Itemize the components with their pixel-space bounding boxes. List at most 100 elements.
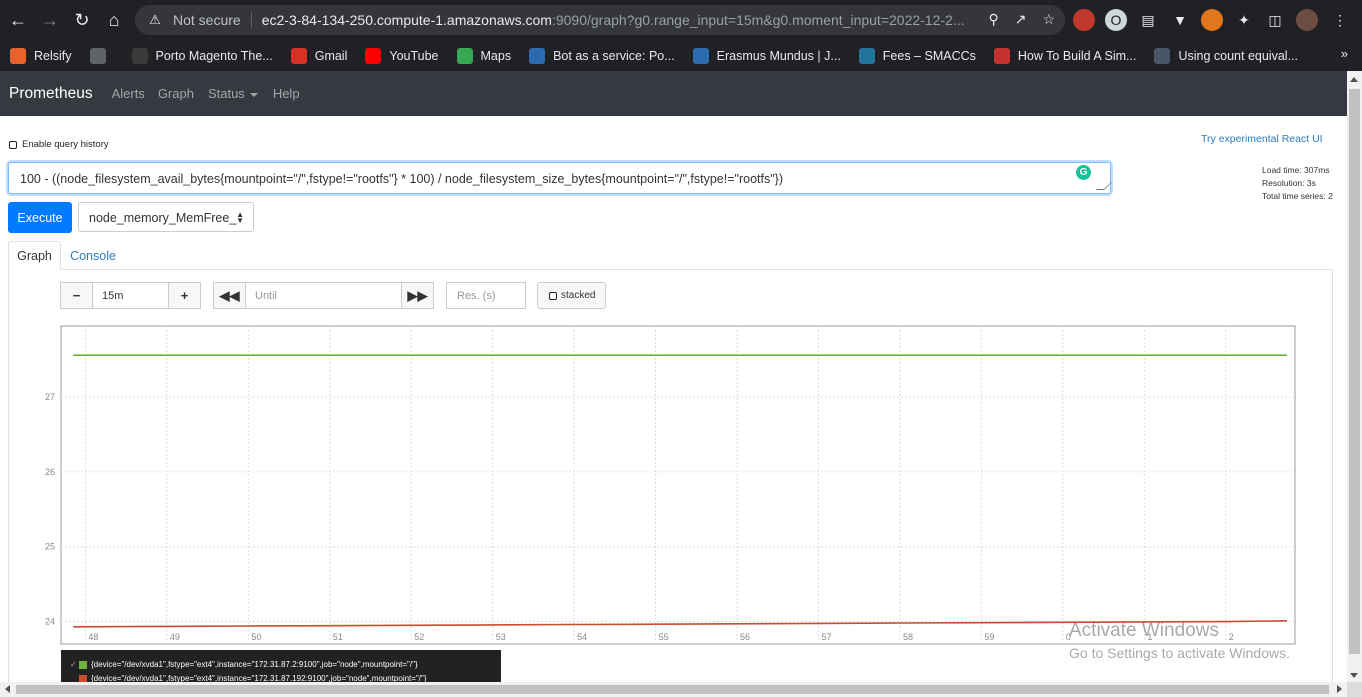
bookmarks-bar: Relsify Porto Magento The... Gmail YouTube M… xyxy=(0,40,1362,71)
browser-chrome: ← → ↻ ⌂ ⚠ Not secure ec2-3-84-134-250.co… xyxy=(0,0,1362,71)
home-icon[interactable]: ⌂ xyxy=(108,9,120,30)
scrollbar-corner xyxy=(1347,682,1362,697)
bookmark-label: Fees – SMACCs xyxy=(882,48,976,63)
extension-o-icon[interactable]: O xyxy=(1105,9,1127,31)
scroll-down-icon[interactable] xyxy=(1350,673,1358,678)
x-tick-label: 2 xyxy=(1229,632,1234,642)
time-forward-button[interactable]: ▶▶ xyxy=(402,283,433,308)
query-input[interactable]: 100 - ((node_filesystem_avail_bytes{moun… xyxy=(8,162,1111,194)
legend-swatch xyxy=(79,674,87,682)
bookmark-label: Relsify xyxy=(34,48,72,63)
bookmark-item[interactable] xyxy=(89,47,114,64)
resolution: Resolution: 3s xyxy=(1262,178,1316,188)
tab-graph[interactable]: Graph xyxy=(8,241,61,270)
star-icon[interactable]: ☆ xyxy=(1042,11,1055,27)
gmail-icon xyxy=(290,47,307,64)
bookmark-item[interactable]: YouTube xyxy=(365,47,439,64)
scroll-right-icon[interactable] xyxy=(1337,685,1342,693)
legend: ✓ {device="/dev/xvda1",fstype="ext4",ins… xyxy=(61,650,501,682)
stacked-label: stacked xyxy=(561,290,596,301)
horizontal-scrollbar[interactable] xyxy=(0,682,1347,697)
puzzle-extensions-icon[interactable]: ✦ xyxy=(1238,11,1250,28)
address-bar[interactable]: ⚠ Not secure ec2-3-84-134-250.compute-1.… xyxy=(135,5,1065,35)
legend-item[interactable]: {device="/dev/xvda1",fstype="ext4",insta… xyxy=(79,674,501,682)
range-decrease-button[interactable]: − xyxy=(61,283,92,308)
vertical-scrollbar[interactable] xyxy=(1347,71,1362,682)
metric-select[interactable]: node_memory_MemFree_ ▲ ▼ xyxy=(78,202,254,232)
nav-help[interactable]: Help xyxy=(272,86,300,101)
hscroll-thumb[interactable] xyxy=(16,685,1329,694)
range-input[interactable]: 15m xyxy=(92,283,169,308)
nav-graph[interactable]: Graph xyxy=(157,86,194,101)
bookmark-label: Bot as a service: Po... xyxy=(553,48,675,63)
until-input[interactable]: Until xyxy=(245,283,402,308)
range-control: − 15m + xyxy=(60,282,201,309)
bookmark-item[interactable]: Fees – SMACCs xyxy=(858,47,976,64)
omnibox-divider xyxy=(250,12,252,28)
legend-label: {device="/dev/xvda1",fstype="ext4",insta… xyxy=(91,660,418,669)
legend-label: {device="/dev/xvda1",fstype="ext4",insta… xyxy=(91,674,427,682)
grammarly-icon[interactable]: G xyxy=(1076,165,1091,180)
y-tick-label: 26 xyxy=(45,467,55,477)
nav-status[interactable]: Status xyxy=(208,86,258,101)
resolution-input[interactable]: Res. (s) xyxy=(446,282,526,309)
graph-chart: 48 49 50 51 52 53 54 55 56 57 58 59 0 1 2 24 25 26 27 xyxy=(45,325,1296,645)
chevron-down-icon xyxy=(249,92,258,97)
url-host: ec2-3-84-134-250.compute-1.amazonaws.com xyxy=(261,12,552,28)
enable-query-history[interactable]: Enable query history xyxy=(9,139,109,150)
more-bookmarks-icon[interactable]: » xyxy=(1340,46,1348,61)
maps-icon xyxy=(456,47,473,64)
brand[interactable]: Prometheus xyxy=(9,84,93,102)
bookmark-label: Gmail xyxy=(314,48,348,63)
x-tick-label: 54 xyxy=(577,632,587,642)
back-arrow-icon[interactable]: ← xyxy=(9,9,27,30)
history-checkbox[interactable] xyxy=(9,140,17,149)
youtube-icon xyxy=(365,47,382,64)
x-tick-label: 51 xyxy=(333,632,343,642)
bookmark-item[interactable]: Gmail xyxy=(290,47,348,64)
side-panel-icon[interactable]: ◫ xyxy=(1268,11,1282,28)
check-icon: ✓ xyxy=(70,660,77,669)
tab-console[interactable]: Console xyxy=(70,248,116,263)
menu-kebab-icon[interactable]: ⋮ xyxy=(1333,11,1347,28)
excel-icon xyxy=(1154,47,1171,64)
bookmark-item[interactable]: Maps xyxy=(456,47,512,64)
time-back-button[interactable]: ◀◀ xyxy=(214,283,245,308)
range-increase-button[interactable]: + xyxy=(169,283,200,308)
tab-bar: Graph Console xyxy=(8,241,1333,270)
x-tick-label: 1 xyxy=(1147,632,1152,642)
metamask-fox-icon[interactable] xyxy=(1201,9,1223,31)
forward-arrow-icon[interactable]: → xyxy=(41,9,59,30)
wordpress-icon xyxy=(858,47,875,64)
legend-item[interactable]: {device="/dev/xvda1",fstype="ext4",insta… xyxy=(79,660,501,669)
bookmark-item[interactable]: How To Build A Sim... xyxy=(993,47,1136,64)
bookmark-item[interactable]: Erasmus Mundus | J... xyxy=(692,47,841,64)
end-time-control: ◀◀ Until ▶▶ xyxy=(213,282,434,309)
y-tick-label: 27 xyxy=(45,392,55,402)
zoom-icon[interactable]: ⚲ xyxy=(988,11,999,27)
bookmark-item[interactable]: Porto Magento The... xyxy=(131,47,273,64)
nav-alerts[interactable]: Alerts xyxy=(111,86,145,101)
execute-button[interactable]: Execute xyxy=(8,202,72,233)
bookmark-item[interactable]: Relsify xyxy=(10,47,72,64)
watermark-title: Activate Windows xyxy=(1069,620,1219,641)
plot-area xyxy=(60,325,1296,645)
stacked-checkbox[interactable] xyxy=(549,291,557,300)
bookmark-label: Maps xyxy=(480,48,512,63)
bookmark-label: YouTube xyxy=(389,48,439,63)
profile-avatar-icon[interactable] xyxy=(1296,9,1318,31)
extension-v-icon[interactable]: ▼ xyxy=(1173,12,1187,28)
reload-icon[interactable]: ↻ xyxy=(74,9,90,30)
scroll-thumb[interactable] xyxy=(1349,89,1360,654)
stacked-toggle[interactable]: stacked xyxy=(537,282,606,309)
extension-santa-icon[interactable] xyxy=(1073,9,1095,31)
share-icon[interactable]: ↗ xyxy=(1014,11,1027,27)
react-ui-link[interactable]: Try experimental React UI xyxy=(1201,133,1323,145)
x-tick-label: 59 xyxy=(984,632,994,642)
extension-clipboard-icon[interactable]: ▤ xyxy=(1141,11,1155,28)
scroll-up-icon[interactable] xyxy=(1350,77,1358,82)
select-updown-icon: ▲ ▼ xyxy=(236,210,244,225)
bookmark-item[interactable]: Bot as a service: Po... xyxy=(529,47,675,64)
bookmark-item[interactable]: Using count equival... xyxy=(1154,47,1298,64)
scroll-left-icon[interactable] xyxy=(5,685,10,693)
